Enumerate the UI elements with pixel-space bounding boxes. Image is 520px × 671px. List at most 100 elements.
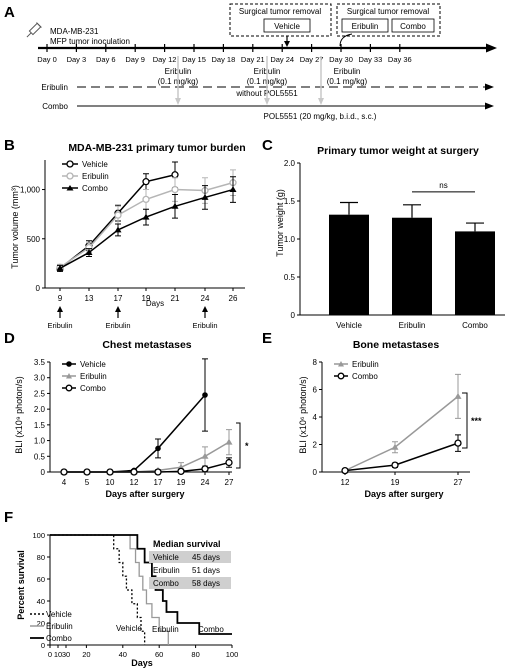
chart-d-point-vehicle-4 xyxy=(155,445,161,452)
chart-e-ytick-label-0: 0 xyxy=(313,468,318,477)
legend-f-eribulin: Eribulin xyxy=(46,622,73,631)
chart-d-sig-bracket xyxy=(236,422,241,469)
chart-d-point-combo-6 xyxy=(201,465,209,473)
timeline-days: Day 0 Day 3 Day 6 Day 9 Day 12 Day 15 Day 18 Da… xyxy=(37,44,412,64)
chart-b-ytick-label-0: 0 xyxy=(36,284,41,293)
chart-d-legend: Vehicle Eribulin Combo xyxy=(62,360,107,393)
chart-e-xtick-label-1: 19 xyxy=(391,478,400,487)
chart-b-xtick-label-6: 26 xyxy=(229,294,238,303)
inoculation-label: MFP tumor inoculation xyxy=(50,37,130,46)
chart-f-xtick-label-0: 0 xyxy=(48,650,52,659)
surgery-2-connector xyxy=(339,33,353,47)
legend-d-eribulin: Eribulin xyxy=(80,372,107,381)
legend-b-eribulin: Eribulin xyxy=(82,172,109,181)
chart-c-ytick-label-0: 0 xyxy=(291,311,296,320)
chart-b-xtick-label-4: 21 xyxy=(171,294,180,303)
chart-f-ytick-label-4: 80 xyxy=(37,553,45,562)
chart-e-point-eribulin-2 xyxy=(454,392,462,399)
chart-d-xtick-label-0: 4 xyxy=(62,478,67,487)
chart-c-ytick-label-2: 1.0 xyxy=(284,235,296,244)
chart-b-ytick-label-2: 1,000 xyxy=(20,186,41,195)
chart-c-xlabel-combo: Combo xyxy=(462,321,488,330)
legend-d-combo: Combo xyxy=(80,384,106,393)
chart-e-sig-bracket xyxy=(462,392,468,449)
chart-d-point-combo-0 xyxy=(60,468,68,476)
chart-d-xlabel: Days after surgery xyxy=(105,489,184,499)
chart-e-point-eribulin-1 xyxy=(391,443,399,450)
chart-e-ytick-label-3: 6 xyxy=(313,386,318,395)
chart-d-ytick-label-6: 3.0 xyxy=(34,374,46,383)
chart-e-xlabel: Days after surgery xyxy=(364,489,443,499)
panel-letter-d: D xyxy=(4,330,15,347)
chart-f-xtick-label-3: 20 xyxy=(82,650,90,659)
surgery-box-1-title: Surgical tumor removal xyxy=(239,7,321,16)
chart-e-ytick-label-2: 4 xyxy=(313,413,318,422)
chart-f-ytick-label-3: 60 xyxy=(37,575,45,584)
chart-d-ytick-label-1: 0.5 xyxy=(34,452,46,461)
chart-d-xtick-label-7: 27 xyxy=(225,478,234,487)
chart-e-ytick-label-4: 8 xyxy=(313,358,318,367)
chart-f-curve-eribulin xyxy=(50,534,169,645)
median-survival-table: Median survival Vehicle 45 days Eribulin… xyxy=(149,539,231,589)
surgery-box-2-item-1: Eribulin xyxy=(352,22,379,31)
chart-c-ytick-label-3: 1.5 xyxy=(284,197,296,206)
chart-b-point-combo-5 xyxy=(201,193,209,200)
chart-c-bar-eribulin xyxy=(392,217,432,315)
chart-b-xtick-label-0: 9 xyxy=(58,294,63,303)
chart-b-xlabel: Days xyxy=(146,299,164,308)
chart-e-sig-label: *** xyxy=(471,416,482,426)
chart-b-xtick-label-3: 19 xyxy=(142,294,151,303)
chart-e-legend: Eribulin Combo xyxy=(334,360,379,381)
timeline-day-label-1: Day 3 xyxy=(67,55,87,64)
chart-f-ytick-label-0: 0 xyxy=(41,641,45,650)
chart-e-ytick-label-1: 2 xyxy=(313,441,318,450)
chart-b-point-combo-6 xyxy=(229,186,237,193)
panel-d: D Chest metastases BLI (x10⁹ photon/s) D… xyxy=(4,330,249,499)
chart-d-ytick-label-5: 2.5 xyxy=(34,389,46,398)
chart-b-point-vehicle-3 xyxy=(142,178,150,186)
panel-c: C Primary tumor weight at surgery Tumor … xyxy=(262,137,505,330)
chart-e-point-combo-0 xyxy=(341,466,349,475)
chart-c-err-eribulin xyxy=(403,204,421,218)
chart-d-line-combo xyxy=(64,461,230,473)
median-row-2-value: 51 days xyxy=(192,566,220,575)
chart-c-ytick-label-4: 2.0 xyxy=(284,159,296,168)
chart-d-point-combo-5 xyxy=(177,467,185,476)
timeline-day-label-12: Day 36 xyxy=(388,55,412,64)
median-table-title: Median survival xyxy=(153,539,221,549)
legend-f-combo: Combo xyxy=(46,634,72,643)
chart-c-plot: 0 0.5 1.0 1.5 2.0 Vehicle Eribulin Combo ns xyxy=(284,159,505,330)
panel-letter-b: B xyxy=(4,137,15,154)
legend-b-vehicle: Vehicle xyxy=(82,160,108,169)
chart-e-line-eribulin xyxy=(344,395,459,472)
chart-e-xtick-label-0: 12 xyxy=(341,478,350,487)
chart-d-xtick-label-5: 19 xyxy=(177,478,186,487)
legend-e-eribulin: Eribulin xyxy=(352,360,379,369)
chart-f-xtick-label-7: 100 xyxy=(226,650,239,659)
chart-f-ytick-label-5: 100 xyxy=(32,531,45,540)
annotation-eribulin-3: Eribulin xyxy=(192,321,217,330)
legend-d-vehicle: Vehicle xyxy=(80,360,106,369)
median-row-3-group: Combo xyxy=(153,579,179,588)
timeline-day-label-10: Day 30 xyxy=(329,55,353,64)
chart-b-xtick-label-2: 17 xyxy=(114,294,123,303)
chart-f-xlabel: Days xyxy=(131,658,153,668)
panel-a: A MDA-MB-231 MFP tumor inoculation Day 0… xyxy=(4,3,497,121)
chart-d-point-eribulin-6 xyxy=(201,452,209,459)
chart-d-xtick-label-1: 5 xyxy=(85,478,90,487)
timeline-day-label-2: Day 6 xyxy=(96,55,116,64)
timeline-day-label-0: Day 0 xyxy=(37,55,57,64)
dose-3-drug: Eribulin xyxy=(334,67,361,76)
timeline-day-label-11: Day 33 xyxy=(359,55,383,64)
chart-b-point-vehicle-4 xyxy=(171,171,179,179)
chart-d-ytick-label-7: 3.5 xyxy=(34,358,46,367)
timeline-day-label-3: Day 9 xyxy=(125,55,145,64)
timeline-day-label-5: Day 15 xyxy=(182,55,206,64)
legend-e-combo: Combo xyxy=(352,372,378,381)
chart-d-xtick-label-6: 24 xyxy=(201,478,210,487)
chart-c-xlabel-vehicle: Vehicle xyxy=(336,321,362,330)
inline-label-eribulin: Eribulin xyxy=(152,625,179,634)
chart-f-xtick-label-1: 10 xyxy=(54,650,62,659)
chart-d-sig-label: * xyxy=(245,441,249,451)
